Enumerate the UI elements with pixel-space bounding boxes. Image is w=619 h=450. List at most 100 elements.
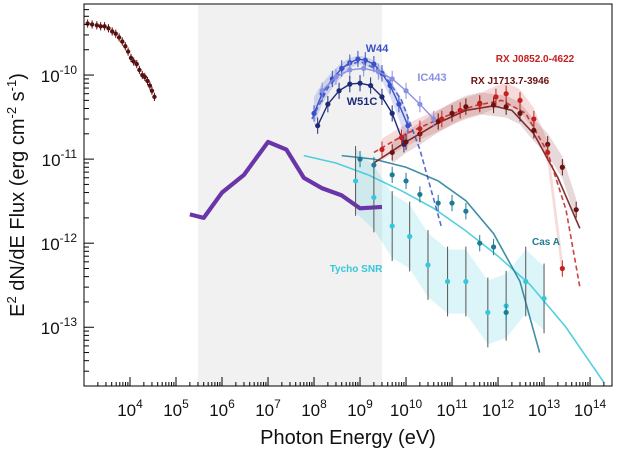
w44-point <box>371 61 377 67</box>
rxj1713-point <box>490 102 497 108</box>
x-tick-base: 10 <box>528 401 547 420</box>
w44-point <box>396 101 402 107</box>
x-tick-base: 10 <box>117 401 136 420</box>
x-tick-exp: 7 <box>274 397 281 411</box>
rxj0852-point <box>398 135 405 141</box>
w44-point <box>311 110 317 116</box>
x-tick-label: 1011 <box>436 397 468 420</box>
x-tick-base: 10 <box>574 401 593 420</box>
tycho-point <box>463 278 469 285</box>
y-axis-title: E2 dN/dE Flux (erg cm-2 s-1) <box>4 73 29 317</box>
x-tick-label: 106 <box>209 397 235 420</box>
x-tick-label: 107 <box>255 397 281 420</box>
rxj1713-point <box>531 127 537 133</box>
y-tick-base: 10 <box>41 319 60 338</box>
y-axis-title-sup2: -2 <box>4 107 19 119</box>
y-tick-exp: -10 <box>60 63 78 77</box>
tycho-point <box>371 194 377 201</box>
rxj0852-point <box>457 107 463 113</box>
rxj0852-point <box>477 101 483 107</box>
tycho-point <box>523 278 529 285</box>
xray-point <box>98 24 103 29</box>
rxj1713-point <box>403 139 409 145</box>
xray-point <box>134 61 139 67</box>
x-tick-exp: 5 <box>182 397 189 411</box>
rxj0852-point <box>531 116 537 122</box>
tycho-point <box>541 295 547 302</box>
x-tick-label: 1013 <box>528 397 561 420</box>
x-tick-base: 10 <box>482 401 501 420</box>
casa-point <box>463 208 469 214</box>
y-tick-base: 10 <box>41 67 60 86</box>
xray-point <box>152 94 157 100</box>
rxj0852-point <box>493 94 499 100</box>
x-tick-label: 104 <box>117 397 143 420</box>
rxj0852-point <box>439 116 445 122</box>
tycho-point <box>425 262 431 268</box>
xray-point <box>102 24 107 29</box>
mev-sensitivity-line <box>189 139 383 220</box>
tycho-fit-band <box>355 148 545 345</box>
x-tick-base: 10 <box>347 401 366 420</box>
xray-point <box>145 78 150 84</box>
y-axis-title-end: ) <box>7 73 29 80</box>
y-axis-title-mid: dN/dE Flux (erg cm <box>7 118 29 296</box>
rxj1713-point <box>463 104 469 110</box>
rxj0852-point <box>379 146 385 153</box>
w44-label: W44 <box>366 43 390 55</box>
rxj0852-point <box>417 126 423 132</box>
w51c-point <box>357 80 363 86</box>
x-tick-exp: 13 <box>547 397 561 411</box>
x-tick-exp: 9 <box>366 397 373 411</box>
xray-point <box>109 29 115 34</box>
x-tick-exp: 10 <box>409 397 423 411</box>
w44-point <box>405 123 411 129</box>
rxj1713-point <box>389 149 395 156</box>
x-tick-base: 10 <box>255 401 274 420</box>
w51c-point <box>347 81 353 87</box>
ic443-point <box>417 101 423 107</box>
w51c-point <box>368 82 374 89</box>
w51c-point <box>315 123 321 129</box>
y-tick-label: 10-12 <box>41 231 78 254</box>
xray-point <box>120 39 125 44</box>
rxj0852-label: RX J0852.0-4622 <box>496 54 575 65</box>
rxj1713-point <box>517 110 523 116</box>
y-axis-title-sup1: 2 <box>4 296 19 303</box>
rxj1713-point <box>573 207 579 213</box>
y-axis-title-e: E <box>7 304 29 317</box>
casa-point <box>490 244 497 250</box>
x-tick-base: 10 <box>390 401 409 420</box>
x-tick-label: 1014 <box>574 397 607 420</box>
casa-point <box>371 162 377 168</box>
x-tick-exp: 11 <box>455 397 468 411</box>
w51c-point <box>379 94 385 100</box>
x-axis-ticks: 104 105 106 107 108 109 1010 1011 1012 1013 1014 <box>83 377 613 420</box>
ic443-point <box>347 67 353 73</box>
x-tick-exp: 4 <box>136 397 143 411</box>
x-tick-exp: 14 <box>593 397 607 411</box>
y-tick-exp: -12 <box>60 231 78 245</box>
xray-point <box>85 21 90 26</box>
x-tick-base: 10 <box>301 401 320 420</box>
xray-point <box>116 35 122 40</box>
casa-point <box>477 240 483 246</box>
xray-point <box>149 88 155 93</box>
xray-point <box>142 74 148 80</box>
rxj0852-point <box>545 149 551 156</box>
xray-point <box>94 23 100 28</box>
casa-point <box>435 200 441 206</box>
tycho-point <box>389 223 395 229</box>
casa-model-curve <box>341 154 541 353</box>
x-tick-base: 10 <box>436 401 455 420</box>
tycho-label: Tycho SNR <box>330 264 383 275</box>
x-tick-label: 1010 <box>390 397 423 420</box>
y-tick-label: 10-13 <box>41 315 78 338</box>
w51c-point <box>336 88 342 94</box>
w44-point <box>355 56 361 62</box>
w44-model-curve <box>311 60 443 229</box>
series-labels: W44 IC443 W51C RX J1713.7-3946 RX J0852.0-46… <box>330 43 575 275</box>
ic443-label: IC443 <box>417 72 446 84</box>
y-axis-title-mid2: s <box>7 91 29 107</box>
